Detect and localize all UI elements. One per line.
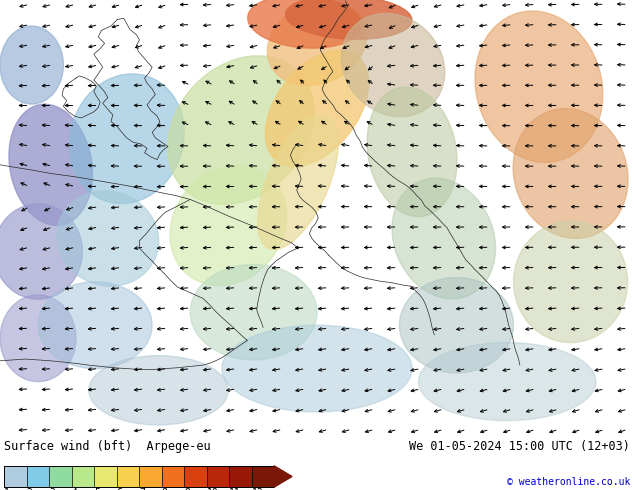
Text: 6: 6 bbox=[117, 489, 122, 490]
Text: 4: 4 bbox=[72, 489, 77, 490]
Ellipse shape bbox=[0, 295, 76, 382]
Ellipse shape bbox=[399, 277, 514, 373]
Ellipse shape bbox=[89, 356, 228, 425]
Text: 7: 7 bbox=[139, 489, 145, 490]
Text: 8: 8 bbox=[162, 489, 167, 490]
Text: We 01-05-2024 15:00 UTC (12+03): We 01-05-2024 15:00 UTC (12+03) bbox=[409, 441, 630, 453]
Text: 3: 3 bbox=[49, 489, 55, 490]
Polygon shape bbox=[274, 466, 292, 487]
Ellipse shape bbox=[342, 13, 444, 117]
Ellipse shape bbox=[418, 343, 596, 420]
Bar bbox=[27, 466, 49, 487]
Bar bbox=[72, 466, 94, 487]
Ellipse shape bbox=[190, 265, 317, 360]
Ellipse shape bbox=[222, 325, 412, 412]
Text: 9: 9 bbox=[184, 489, 190, 490]
Bar bbox=[139, 466, 162, 487]
Ellipse shape bbox=[475, 11, 603, 162]
Ellipse shape bbox=[392, 178, 496, 299]
Ellipse shape bbox=[266, 50, 368, 167]
Bar bbox=[94, 466, 117, 487]
Text: 10: 10 bbox=[207, 489, 218, 490]
Bar bbox=[4, 466, 274, 487]
Text: Surface wind (bft)  Arpege-eu: Surface wind (bft) Arpege-eu bbox=[4, 441, 210, 453]
Bar bbox=[252, 466, 274, 487]
Text: © weatheronline.co.uk: © weatheronline.co.uk bbox=[507, 477, 630, 487]
Ellipse shape bbox=[268, 1, 366, 86]
Bar bbox=[162, 466, 184, 487]
Ellipse shape bbox=[257, 115, 339, 249]
Ellipse shape bbox=[513, 109, 628, 238]
Bar bbox=[49, 466, 72, 487]
Text: 2: 2 bbox=[27, 489, 32, 490]
Ellipse shape bbox=[9, 104, 93, 225]
Ellipse shape bbox=[167, 56, 314, 204]
Ellipse shape bbox=[285, 0, 412, 39]
Text: 1: 1 bbox=[4, 489, 10, 490]
Bar bbox=[117, 466, 139, 487]
Ellipse shape bbox=[0, 204, 82, 299]
Bar bbox=[184, 466, 207, 487]
Ellipse shape bbox=[367, 87, 457, 217]
Ellipse shape bbox=[248, 0, 361, 48]
Ellipse shape bbox=[57, 191, 158, 286]
Bar bbox=[4, 466, 27, 487]
Bar bbox=[207, 466, 229, 487]
Ellipse shape bbox=[69, 74, 184, 204]
Text: 5: 5 bbox=[94, 489, 100, 490]
Ellipse shape bbox=[170, 165, 287, 286]
Text: 12: 12 bbox=[252, 489, 263, 490]
Ellipse shape bbox=[514, 221, 628, 343]
Ellipse shape bbox=[38, 282, 152, 368]
Bar bbox=[229, 466, 252, 487]
Text: 11: 11 bbox=[229, 489, 241, 490]
Ellipse shape bbox=[0, 26, 63, 104]
